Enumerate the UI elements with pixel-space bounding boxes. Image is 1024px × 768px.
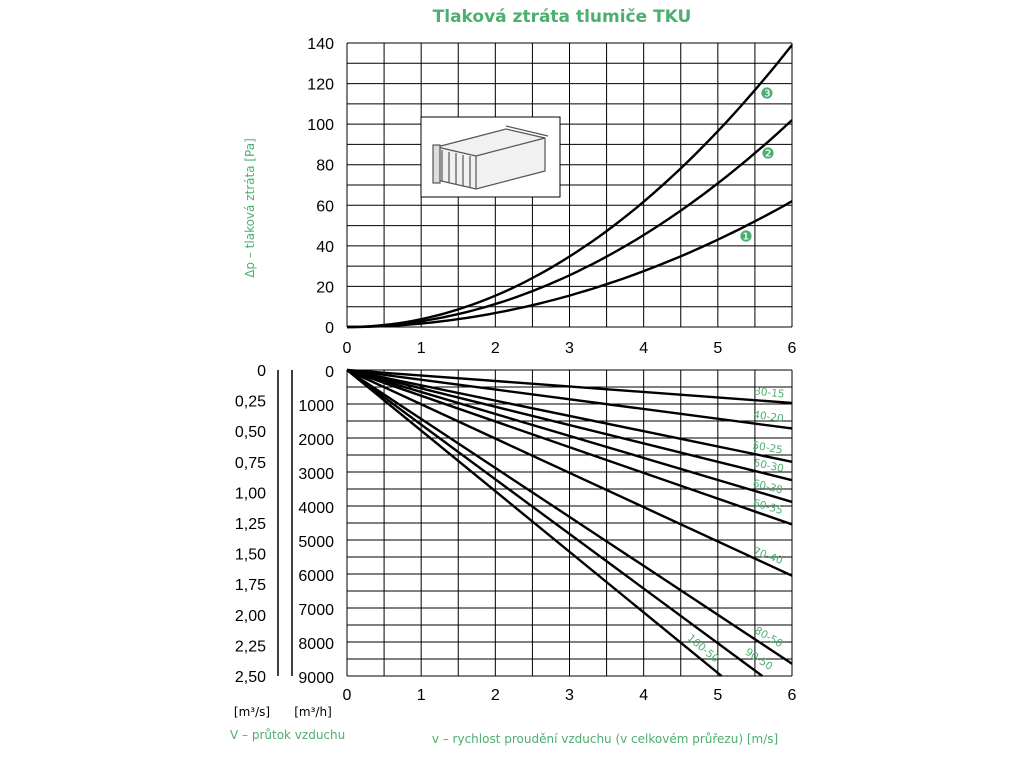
top-x-tick-label: 2 <box>491 340 500 357</box>
bottom-y-tick-m3s: 1,75 <box>235 577 266 594</box>
y-axis-label-top: Δp – tlaková ztráta [Pa] <box>243 138 257 278</box>
bottom-y-tick-m3s: 0 <box>257 363 266 380</box>
flow-line-100-50 <box>346 369 723 677</box>
flow-line-30-15 <box>346 368 793 405</box>
top-y-tick-label: 80 <box>316 158 334 175</box>
flow-line-label-30-15: 30-15 <box>754 385 786 400</box>
bottom-x-tick-label: 0 <box>343 687 352 704</box>
bottom-y-tick-m3h: 4000 <box>298 500 334 517</box>
top-y-tick-label: 40 <box>316 239 334 256</box>
unit-m3s: [m³/s] <box>234 705 270 719</box>
bottom-y-tick-m3h: 0 <box>325 364 334 381</box>
top-y-tick-label: 60 <box>316 198 334 215</box>
bottom-y-tick-m3s: 2,50 <box>235 669 266 686</box>
top-x-tick-label: 1 <box>417 340 426 357</box>
bottom-y-tick-m3s: 0,75 <box>235 455 266 472</box>
top-plot-ticks: 0 20 40 60 80 100 120 140 0 1 2 3 4 5 6 <box>307 36 796 357</box>
bottom-x-tick-label: 4 <box>639 687 648 704</box>
bottom-y-tick-m3s: 1,50 <box>235 547 266 564</box>
flow-line-label-40-20: 40-20 <box>752 409 784 425</box>
flow-line-50-25 <box>346 368 793 463</box>
bottom-y-tick-m3s: 1,00 <box>235 485 266 502</box>
bottom-x-tick-label: 5 <box>713 687 722 704</box>
flow-line-60-35 <box>346 368 793 526</box>
chart-title: Tlaková ztráta tlumiče TKU <box>433 7 692 27</box>
top-y-tick-label: 120 <box>307 77 334 94</box>
top-x-tick-label: 4 <box>639 340 648 357</box>
bottom-y-tick-m3s: 1,25 <box>235 516 266 533</box>
bottom-x-tick-label: 2 <box>491 687 500 704</box>
flow-line-50-30 <box>346 368 793 482</box>
top-x-tick-label: 3 <box>565 340 574 357</box>
bottom-x-tick-label: 6 <box>788 687 797 704</box>
bottom-plot-ticks: 0 1000 2000 3000 4000 5000 6000 7000 8000 9000 0 0,… <box>235 363 797 704</box>
series-marker-1: ❶ <box>739 228 752 246</box>
bottom-y-tick-m3s: 2,25 <box>235 638 266 655</box>
flow-line-80-50 <box>346 368 793 665</box>
top-x-tick-label: 6 <box>788 340 797 357</box>
top-y-tick-label: 20 <box>316 279 334 296</box>
bottom-y-tick-m3h: 5000 <box>298 534 334 551</box>
bottom-y-tick-m3h: 6000 <box>298 568 334 585</box>
bottom-y-tick-m3h: 7000 <box>298 602 334 619</box>
flow-line-40-20 <box>346 368 793 430</box>
curve-series-1 <box>347 200 793 329</box>
series-marker-3: ❸ <box>760 85 773 103</box>
top-y-tick-label: 100 <box>307 117 334 134</box>
top-y-tick-label: 140 <box>307 36 334 53</box>
top-plot-curves: ❶ ❷ ❸ <box>346 44 793 329</box>
bottom-y-tick-m3s: 0,25 <box>235 394 266 411</box>
bottom-y-tick-m3h: 8000 <box>298 636 334 653</box>
top-x-tick-label: 5 <box>713 340 722 357</box>
flow-line-70-40 <box>346 368 793 577</box>
flow-line-label-60-35: 60-35 <box>752 497 785 517</box>
bottom-y-tick-m3h: 1000 <box>298 398 334 415</box>
silencer-box-icon <box>432 125 549 190</box>
top-x-tick-label: 0 <box>343 340 352 357</box>
flow-line-60-30 <box>346 368 793 504</box>
top-plot-grid <box>346 42 793 328</box>
flow-line-label-80-50: 80-50 <box>752 625 784 651</box>
series-marker-2: ❷ <box>761 145 774 163</box>
bottom-y-tick-m3s: 2,00 <box>235 608 266 625</box>
bottom-plot-lines: 30-1540-2050-2550-3060-3060-3570-4080-50… <box>346 368 793 677</box>
flow-line-90-50 <box>346 369 764 677</box>
bottom-y-tick-m3s: 0,50 <box>235 424 266 441</box>
bottom-x-tick-label: 3 <box>565 687 574 704</box>
unit-m3h: [m³/h] <box>294 705 332 719</box>
curve-series-3 <box>346 44 793 329</box>
bottom-y-tick-m3h: 2000 <box>298 432 334 449</box>
top-y-tick-label: 0 <box>325 320 334 337</box>
curve-series-2 <box>346 119 793 329</box>
bottom-x-tick-label: 1 <box>417 687 426 704</box>
flow-line-label-50-25: 50-25 <box>751 439 783 456</box>
y-axis-label-bottom: V – průtok vzduchu <box>230 728 345 742</box>
silencer-illustration <box>420 116 561 198</box>
bottom-y-tick-m3h: 9000 <box>298 670 334 687</box>
bottom-y-tick-m3h: 3000 <box>298 466 334 483</box>
x-axis-label: v – rychlost proudění vzduchu (v celkové… <box>432 732 778 746</box>
